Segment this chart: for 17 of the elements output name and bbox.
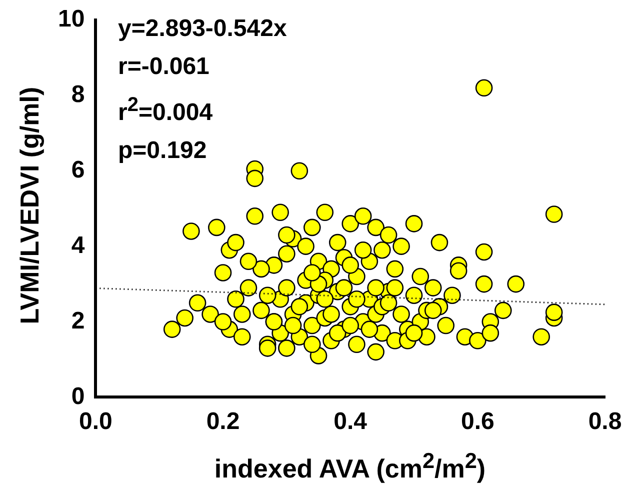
x-tick-label: 0.4 xyxy=(334,408,368,436)
y-axis-title: LVMI/LVEDVI (g/ml) xyxy=(14,86,46,326)
x-tick-label: 0.2 xyxy=(206,408,240,436)
x-axis-title: indexed AVA (cm$^{2}$/m$^{2}$) xyxy=(213,448,487,485)
y-tick-label: 6 xyxy=(71,156,85,184)
x-tick-label: 0.0 xyxy=(79,408,112,436)
y-tick-label: 8 xyxy=(71,81,85,108)
annotation: y=2.893-0.542x xyxy=(118,14,287,44)
annotation: r=-0.061 xyxy=(118,52,210,82)
x-tick-label: 0.8 xyxy=(588,408,622,436)
x-tick-label: 0.6 xyxy=(460,408,494,436)
y-tick-label: 0 xyxy=(71,382,85,410)
y-tick-label: 4 xyxy=(71,232,86,259)
y-tick-label: 10 xyxy=(58,6,85,33)
annotation: r$^{2}$=0.004 xyxy=(118,93,214,128)
y-tick-label: 2 xyxy=(71,307,85,334)
annotation: p=0.192 xyxy=(118,136,208,166)
